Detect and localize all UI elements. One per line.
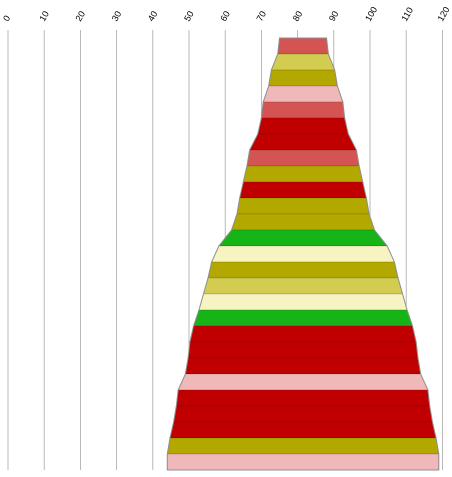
- x-tick-label-110: 110: [399, 6, 415, 23]
- funnel-band-19: [189, 325, 417, 343]
- x-tick-label-80: 80: [291, 9, 305, 23]
- funnel-band-1: [277, 37, 329, 55]
- x-tick-label-10: 10: [37, 9, 51, 23]
- x-tick-label-90: 90: [327, 9, 341, 23]
- funnel-band-3: [268, 69, 338, 87]
- x-tick-label-20: 20: [73, 9, 87, 23]
- funnel-band-5: [261, 101, 345, 119]
- x-tick-label-0: 0: [1, 14, 12, 23]
- funnel-band-2: [270, 53, 336, 71]
- funnel-band-24: [173, 405, 433, 423]
- funnel-band-16: [203, 277, 403, 295]
- x-tick-label-40: 40: [146, 9, 160, 23]
- funnel-bands: [166, 37, 440, 471]
- funnel-band-4: [262, 85, 344, 103]
- funnel-band-23: [175, 389, 431, 407]
- funnel-band-13: [218, 229, 388, 247]
- funnel-outline: [166, 37, 440, 471]
- funnel-band-18: [193, 309, 413, 327]
- funnel-band-21: [185, 357, 422, 375]
- funnel-band-6: [257, 117, 349, 135]
- funnel-band-10: [239, 181, 367, 199]
- funnel-band-22: [177, 373, 429, 391]
- x-tick-label-60: 60: [218, 9, 232, 23]
- funnel-band-14: [211, 245, 395, 263]
- funnel-band-26: [166, 437, 440, 455]
- funnel-band-8: [246, 149, 360, 167]
- x-tick-label-50: 50: [182, 9, 196, 23]
- x-tick-label-120: 120: [435, 5, 451, 23]
- funnel-band-15: [207, 261, 399, 279]
- funnel-band-17: [198, 293, 408, 311]
- funnel-band-9: [242, 165, 364, 183]
- funnel-band-11: [236, 197, 370, 215]
- x-tick-label-70: 70: [254, 9, 268, 23]
- funnel-band-25: [169, 421, 437, 439]
- x-tick-label-30: 30: [110, 9, 124, 23]
- funnel-band-7: [249, 133, 357, 151]
- funnel-band-12: [231, 213, 375, 231]
- x-tick-labels: 0 10 20 30 40 50 60 70 80 90 100 110 120: [1, 5, 452, 23]
- funnel-outline-path: [166, 37, 440, 471]
- x-tick-label-100: 100: [363, 5, 379, 23]
- funnel-band-20: [187, 341, 419, 359]
- funnel-band-27: [166, 453, 440, 471]
